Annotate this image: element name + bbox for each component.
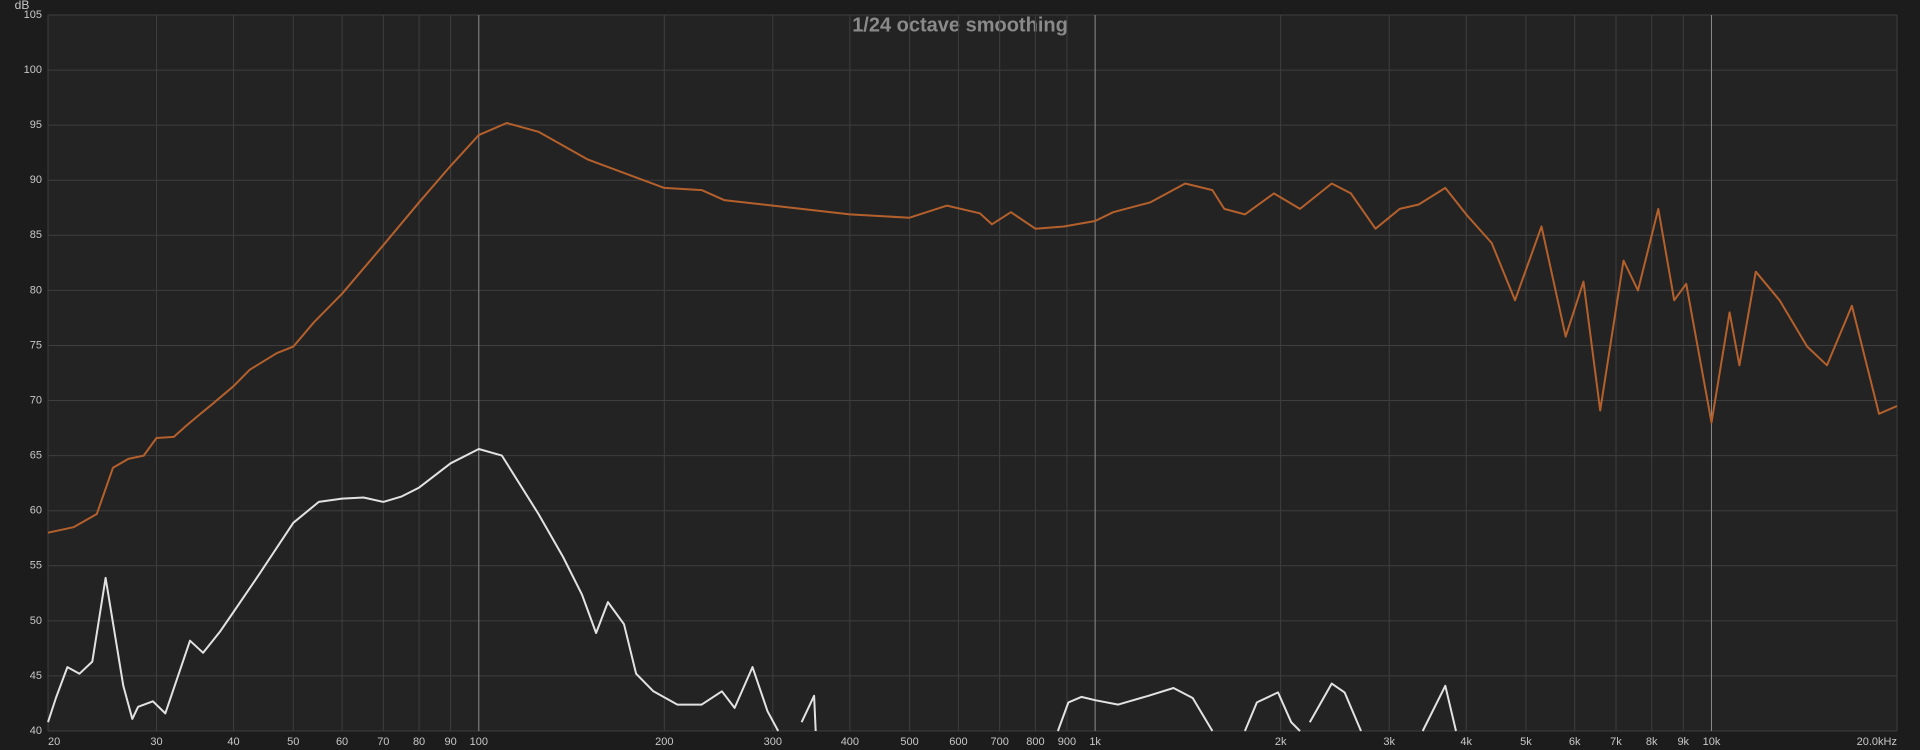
- x-tick-label: 90: [444, 736, 456, 748]
- x-tick-label: 300: [764, 736, 782, 748]
- chart-title: 1/24 octave smoothing: [852, 14, 1068, 36]
- x-tick-label: 70: [377, 736, 389, 748]
- x-tick-label: 50: [287, 736, 299, 748]
- x-tick-label: 800: [1026, 736, 1044, 748]
- x-tick-label: 6k: [1569, 736, 1581, 748]
- x-tick-label: 8k: [1646, 736, 1658, 748]
- x-tick-label: 3k: [1383, 736, 1395, 748]
- x-tick-label: 500: [900, 736, 918, 748]
- x-tick-label: 200: [655, 736, 673, 748]
- x-tick-label: 700: [990, 736, 1008, 748]
- x-tick-label: 30: [150, 736, 162, 748]
- x-tick-label: 60: [336, 736, 348, 748]
- series-line: [47, 448, 1457, 732]
- y-tick-label: 40: [30, 725, 42, 737]
- y-tick-label: 90: [30, 174, 42, 186]
- y-tick-label: 60: [30, 505, 42, 517]
- x-tick-label: 1k: [1089, 736, 1101, 748]
- x-tick-label: 7k: [1610, 736, 1622, 748]
- y-tick-label: 75: [30, 339, 42, 351]
- y-tick-label: 65: [30, 450, 42, 462]
- x-tick-label: 4k: [1460, 736, 1472, 748]
- x-tick-label: 400: [841, 736, 859, 748]
- y-tick-label: 50: [30, 615, 42, 627]
- plot-area: [48, 15, 1897, 731]
- series-line: [47, 122, 1898, 534]
- x-tick-label: 600: [949, 736, 967, 748]
- x-tick-label: 20.0kHz: [1857, 736, 1897, 748]
- x-tick-label: 5k: [1520, 736, 1532, 748]
- y-tick-label: 100: [24, 64, 42, 76]
- y-tick-label: 95: [30, 119, 42, 131]
- y-tick-label: 105: [24, 9, 42, 21]
- x-tick-label: 100: [470, 736, 488, 748]
- x-tick-label: 10k: [1703, 736, 1721, 748]
- x-tick-label: 9k: [1677, 736, 1689, 748]
- y-tick-label: 85: [30, 229, 42, 241]
- x-tick-label: 40: [227, 736, 239, 748]
- x-tick-label: 2k: [1275, 736, 1287, 748]
- y-tick-label: 80: [30, 284, 42, 296]
- x-tick-label: 900: [1058, 736, 1076, 748]
- y-tick-label: 70: [30, 394, 42, 406]
- y-tick-label: 45: [30, 670, 42, 682]
- x-tick-label: 20: [48, 736, 60, 748]
- y-axis-label: dB: [15, 0, 30, 12]
- x-tick-label: 80: [413, 736, 425, 748]
- y-tick-label: 55: [30, 560, 42, 572]
